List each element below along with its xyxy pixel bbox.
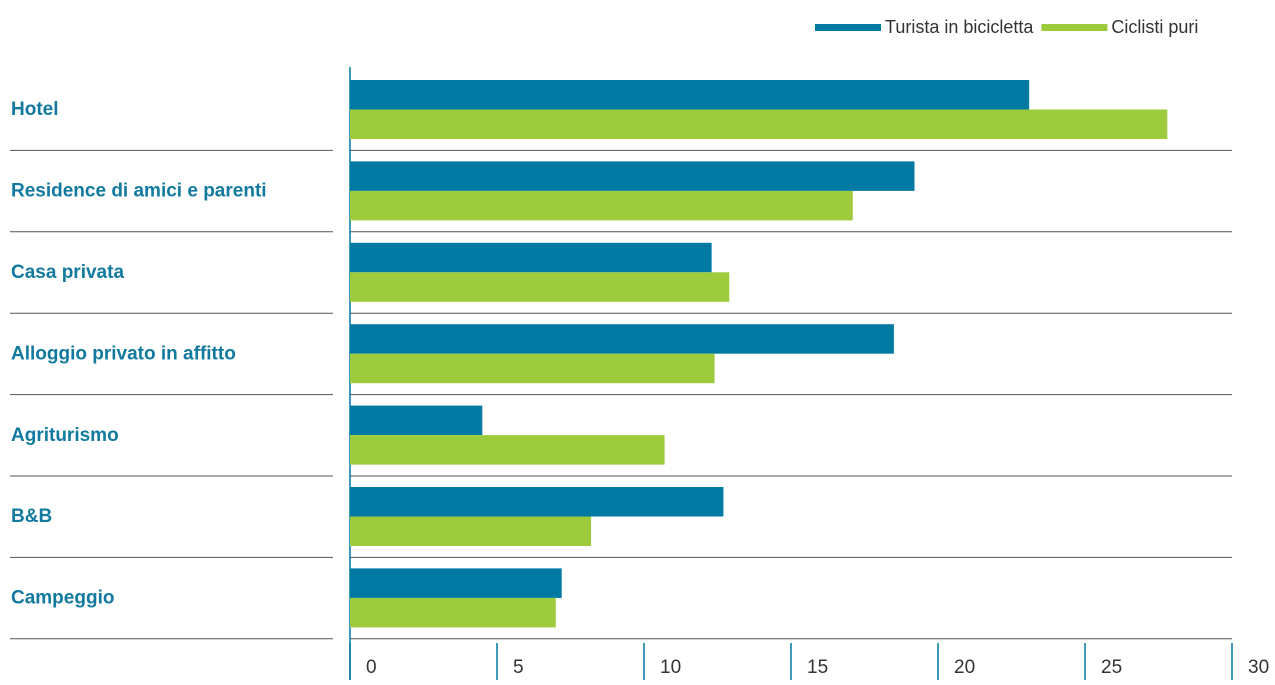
x-tick-label: 25 — [1101, 657, 1122, 678]
bar — [350, 161, 915, 191]
legend-swatch — [1041, 24, 1108, 31]
category-label: Alloggio privato in affitto — [11, 343, 236, 364]
bar — [350, 405, 483, 436]
x-tick-label: 20 — [954, 657, 975, 678]
legend-label: Ciclisti puri — [1111, 17, 1198, 37]
bar — [350, 242, 712, 273]
bar — [350, 516, 592, 546]
bar — [350, 80, 1030, 110]
category-label: Casa privata — [11, 262, 124, 283]
bar — [350, 487, 724, 517]
legend-label: Turista in bicicletta — [885, 17, 1034, 37]
bar — [350, 597, 556, 628]
x-tick-label: 15 — [807, 657, 828, 678]
legend-swatch — [815, 24, 881, 31]
bar — [350, 190, 853, 221]
x-tick-label: 5 — [513, 657, 524, 678]
bar — [350, 324, 894, 354]
category-label: Agriturismo — [11, 425, 119, 446]
category-label: Campeggio — [11, 588, 114, 609]
category-label: Hotel — [11, 99, 59, 120]
x-tick-label: 10 — [660, 657, 681, 678]
bar — [350, 568, 562, 598]
category-label: Residence di amici e parenti — [11, 181, 267, 202]
bar — [350, 353, 715, 384]
category-label: B&B — [11, 506, 52, 527]
bar — [350, 109, 1168, 139]
bar — [350, 435, 665, 465]
bar — [350, 272, 730, 302]
x-tick-label: 30 — [1248, 657, 1269, 678]
x-tick-label: 0 — [366, 657, 377, 678]
